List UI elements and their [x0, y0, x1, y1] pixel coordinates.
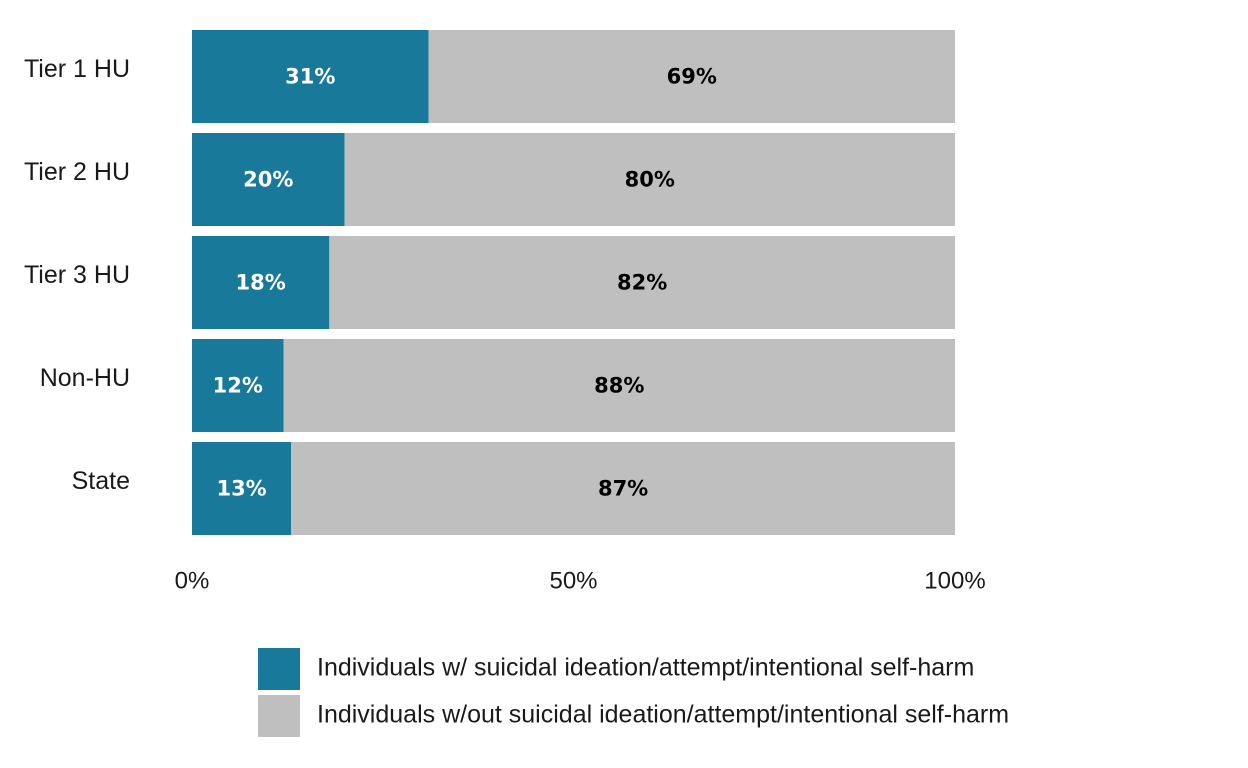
data-label: 13% [216, 477, 266, 501]
legend: Individuals w/ suicidal ideation/attempt… [258, 648, 1009, 737]
bar-segment [283, 339, 955, 432]
data-label: 18% [236, 271, 286, 295]
x-tick-label: 100% [924, 567, 985, 594]
legend-swatch [258, 695, 300, 737]
x-tick-label: 0% [175, 567, 210, 594]
x-axis: 0% 50% 100% [175, 567, 986, 594]
data-label: 80% [625, 168, 675, 192]
category-label: Tier 3 HU [24, 261, 130, 289]
category-label: State [72, 467, 130, 495]
category-labels: Tier 1 HU Tier 2 HU Tier 3 HU Non-HU State [24, 55, 130, 495]
legend-label: Individuals w/ suicidal ideation/attempt… [317, 654, 974, 682]
data-label: 87% [598, 477, 648, 501]
bars-layer: 31% 69% 20% 80% 18% 82% 12% 88% 13% 87% [192, 30, 956, 535]
bar-segment [192, 236, 330, 329]
bar-segment [428, 30, 955, 123]
legend-label: Individuals w/out suicidal ideation/atte… [317, 701, 1009, 729]
x-tick-label: 50% [549, 567, 597, 594]
bar-segment [192, 133, 345, 226]
data-label: 88% [594, 374, 644, 398]
bar-segment [291, 442, 955, 535]
bar-segment [329, 236, 956, 329]
category-label: Tier 2 HU [24, 158, 130, 186]
bar-segment [192, 339, 284, 432]
data-label: 82% [617, 271, 667, 295]
bar-segment [192, 30, 429, 123]
data-label: 31% [285, 65, 335, 89]
data-label: 12% [213, 374, 263, 398]
legend-swatch [258, 648, 300, 690]
bar-segment [192, 442, 292, 535]
data-label: 69% [667, 65, 717, 89]
category-label: Tier 1 HU [24, 55, 130, 83]
category-label: Non-HU [40, 364, 130, 392]
data-label: 20% [243, 168, 293, 192]
bar-segment [344, 133, 956, 226]
